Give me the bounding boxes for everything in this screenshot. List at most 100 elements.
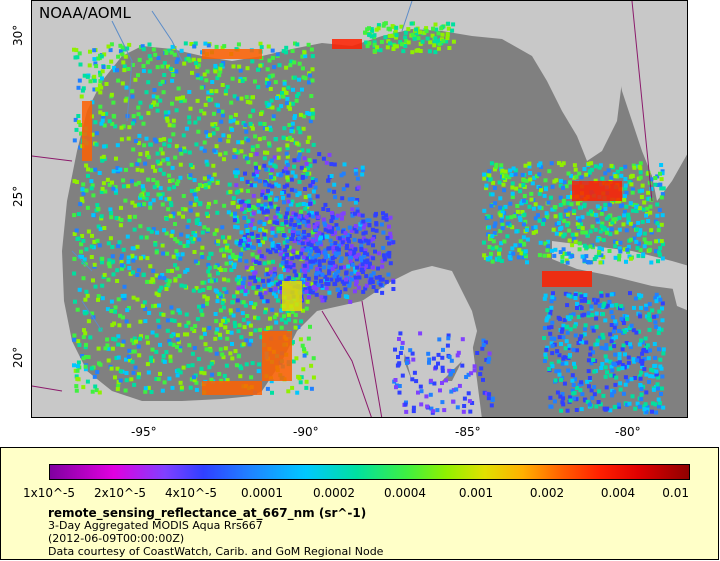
data-pixel [85,74,90,79]
data-pixel [167,376,172,381]
data-pixel [565,408,570,413]
data-pixel [554,369,559,374]
data-pixel [145,60,150,65]
data-pixel [329,243,334,247]
data-pixel [111,100,116,105]
data-pixel [116,355,121,360]
data-pixel [639,293,644,298]
data-pixel [634,330,639,335]
data-pixel [359,255,364,260]
river-line [151,10,183,62]
data-pixel [454,387,459,392]
data-pixel [240,281,245,285]
data-pixel [276,244,281,249]
data-pixel [586,300,591,305]
data-pixel [77,51,82,56]
data-pixel [296,219,301,224]
data-pixel [109,42,114,47]
colorbar-tick-label: 0.0004 [384,486,426,500]
data-pixel [341,235,346,240]
data-pixel [379,222,384,227]
data-pixel [439,26,444,31]
data-pixel [661,351,666,356]
data-pixel [493,221,498,226]
data-pixel [653,296,658,300]
data-pixel [260,189,265,194]
data-pixel [618,249,623,254]
data-pixel [569,173,573,178]
data-pixel [542,253,547,258]
data-pixel [371,237,375,242]
data-pixel [205,301,209,306]
data-pixel [617,246,622,251]
data-pixel [610,392,615,397]
data-pixel [145,340,150,345]
data-pixel [265,209,270,214]
data-pixel [577,171,582,176]
data-pixel [502,188,507,193]
data-pixel [426,351,431,356]
data-pixel [246,138,251,143]
data-pixel [609,310,614,315]
data-pixel [87,63,92,68]
data-pixel [483,340,488,345]
data-pixel [620,363,625,367]
data-pixel [213,69,218,74]
x-tick-label: -80° [615,425,641,439]
data-pixel [256,316,261,321]
data-pixel [285,239,290,244]
data-pixel [198,183,202,187]
data-pixel [610,315,615,320]
data-pixel [612,389,617,394]
data-pixel [84,188,89,193]
data-pixel [622,329,627,334]
data-pixel [102,123,107,128]
data-pixel [621,343,626,348]
data-pixel [289,59,294,64]
data-pixel [178,346,183,351]
data-pixel [253,183,258,188]
data-pixel [270,73,275,78]
data-pixel [384,279,389,284]
data-pixel [638,359,643,364]
data-pixel [594,316,599,321]
data-pixel [192,250,197,254]
data-pixel [414,31,419,36]
data-pixel [510,195,515,199]
data-pixel [533,216,538,221]
data-pixel [636,232,641,237]
data-pixel [234,183,239,188]
data-pixel [537,172,542,177]
data-pixel [224,290,229,294]
data-pixel [207,365,212,370]
data-pixel [184,323,189,328]
data-pixel [216,294,221,299]
data-pixel [613,255,618,260]
data-pixel [580,392,585,397]
data-pixel [295,390,300,395]
data-pixel [220,318,225,323]
data-pixel [607,202,612,207]
data-pixel [183,149,188,154]
data-pixel [194,221,199,225]
data-pixel [161,312,166,317]
data-pixel [310,54,315,59]
data-pixel [146,155,151,160]
data-pixel [640,351,645,356]
data-pixel [613,404,618,409]
data-pixel [278,283,283,288]
data-pixel [110,180,114,185]
data-pixel [263,195,268,200]
data-pixel [305,111,310,115]
data-pixel [620,347,625,352]
data-pixel [303,273,308,278]
data-pixel [324,286,329,291]
data-pixel [140,168,145,173]
data-pixel [72,138,77,143]
data-pixel [372,42,377,47]
data-pixel [197,221,202,226]
data-pixel [100,296,105,301]
data-pixel [223,320,228,324]
data-pixel [186,240,191,244]
data-pixel [244,129,249,134]
